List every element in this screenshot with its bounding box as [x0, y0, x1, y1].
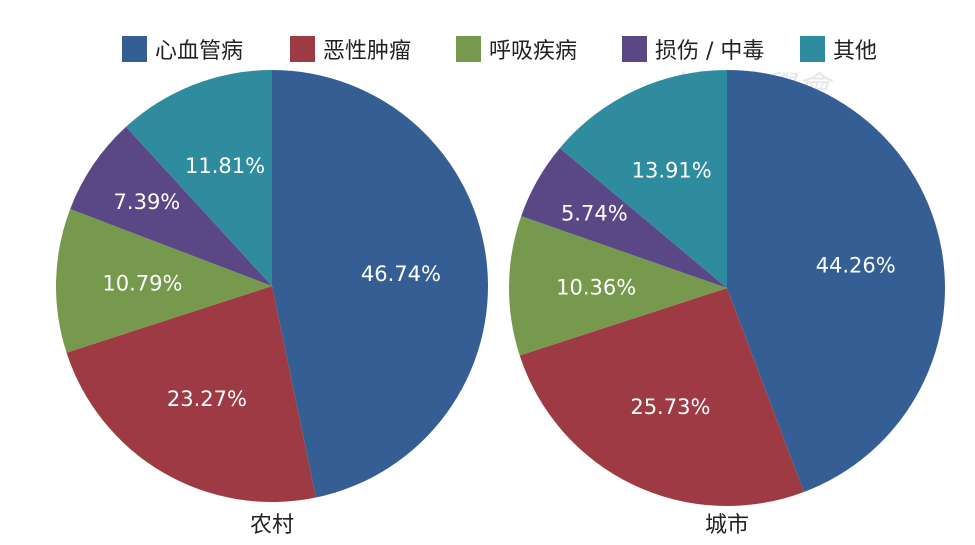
legend-item: 呼吸疾病	[456, 36, 577, 64]
pie-slice	[727, 70, 945, 492]
pie-1: 44.26% 25.73% 10.36% 5.74%13.91% 城市	[508, 70, 945, 538]
pie-slice	[559, 70, 727, 288]
legend-swatch	[290, 36, 315, 62]
pie-slice	[272, 70, 489, 498]
legend-item: 其他	[800, 36, 877, 64]
legend-item: 心血管病	[122, 36, 243, 64]
data-label: 25.73%	[630, 395, 710, 419]
pie-slice	[521, 148, 727, 288]
legend-label: 心血管病	[155, 39, 243, 64]
pie-slice	[70, 126, 272, 286]
legend-swatch	[622, 36, 647, 62]
legend-swatch	[800, 36, 825, 62]
pie-slice	[126, 70, 272, 286]
data-label: 11.81%	[185, 154, 265, 178]
pie-title: 城市	[705, 513, 749, 538]
pie-slice	[519, 288, 804, 507]
data-label: 7.39%	[114, 190, 181, 214]
legend-label: 其他	[833, 39, 877, 64]
legend-item: 损伤 / 中毒	[622, 36, 764, 64]
legend-label: 呼吸疾病	[489, 39, 577, 64]
data-label: 23.27%	[167, 387, 247, 411]
pie-title: 农村	[250, 513, 294, 538]
data-label: 10.79%	[102, 272, 182, 296]
data-label: 10.36%	[556, 276, 636, 300]
pie-0: 46.74% 23.27% 10.79% 7.39%11.81% 农村	[55, 70, 489, 538]
legend-label: 损伤 / 中毒	[655, 39, 764, 64]
data-label: 46.74%	[361, 262, 441, 286]
data-label: 44.26%	[816, 254, 896, 278]
pie-slice	[55, 209, 273, 353]
data-label: 5.74%	[561, 202, 628, 226]
legend-item: 恶性肿瘤	[290, 36, 411, 64]
pie-slice	[508, 216, 727, 356]
legend-swatch	[122, 36, 147, 62]
data-label: 13.91%	[632, 158, 712, 182]
legend-label: 恶性肿瘤	[323, 39, 411, 64]
pie-slice	[66, 286, 316, 502]
legend-swatch	[456, 36, 481, 62]
